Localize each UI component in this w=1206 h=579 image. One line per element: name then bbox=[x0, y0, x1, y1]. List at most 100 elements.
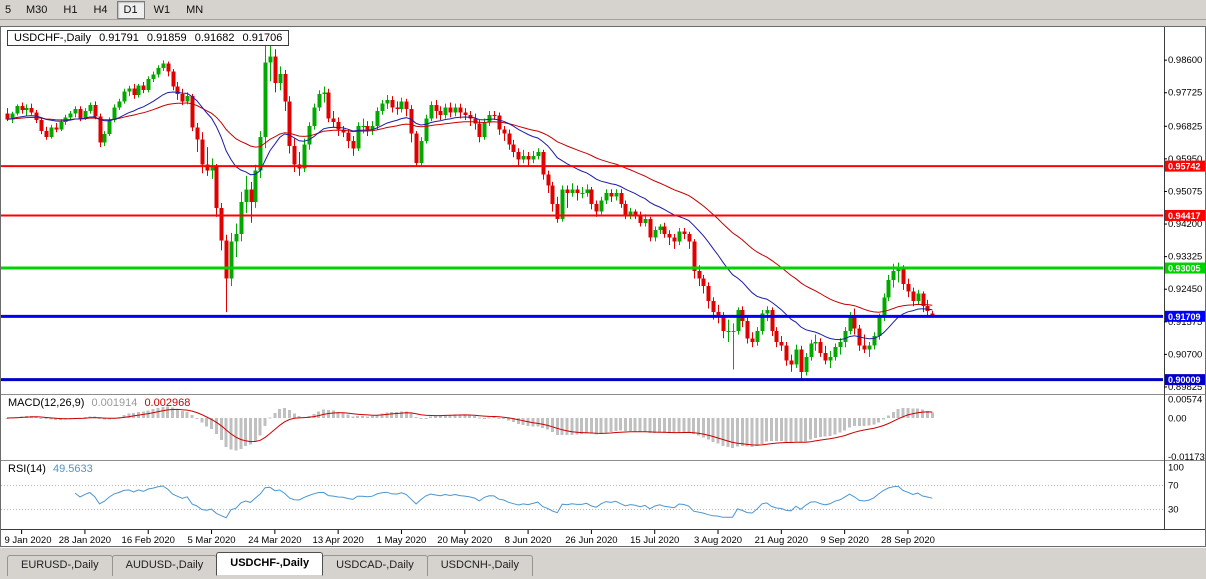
price-tag-0.95742 bbox=[1165, 160, 1205, 172]
rsi-axis-label: 100 bbox=[1168, 463, 1184, 474]
candle-down bbox=[701, 278, 706, 287]
ma-slow-line bbox=[6, 102, 933, 313]
ohlc-close: 0.91706 bbox=[242, 32, 283, 44]
price-tag-label: 0.95742 bbox=[1168, 162, 1201, 172]
macd-axis-label: 0.00 bbox=[1168, 413, 1187, 424]
chart-tab-bar: EURUSD-,Daily AUDUSD-,Daily USDCHF-,Daily U… bbox=[0, 547, 1206, 579]
candle-down bbox=[818, 341, 823, 354]
candle-down bbox=[687, 233, 692, 242]
candle-up bbox=[891, 271, 896, 281]
candle-up bbox=[882, 297, 887, 318]
candle-up bbox=[677, 231, 682, 242]
price-tag-label: 0.93005 bbox=[1168, 264, 1201, 274]
rsi-axis-label: 70 bbox=[1168, 481, 1179, 492]
candle-down bbox=[526, 155, 531, 160]
price-tag-0.90009 bbox=[1165, 374, 1205, 386]
date-label: 16 Feb 2020 bbox=[122, 535, 175, 546]
macd-signal-line bbox=[6, 408, 933, 446]
candle-up bbox=[161, 63, 166, 68]
candle-down bbox=[697, 271, 702, 279]
macd-axis-label: 0.00574 bbox=[1168, 395, 1202, 406]
candle-up bbox=[809, 343, 814, 357]
candle-down bbox=[511, 144, 516, 153]
candle-up bbox=[258, 137, 263, 171]
candle-up bbox=[443, 107, 448, 115]
candle-down bbox=[341, 129, 346, 133]
candle-down bbox=[706, 286, 711, 302]
candle-down bbox=[44, 131, 49, 138]
chart-tab-eurusd[interactable]: EURUSD-,Daily bbox=[7, 555, 113, 576]
candle-down bbox=[906, 283, 911, 292]
timeframe-button-5[interactable]: 5 bbox=[5, 3, 12, 16]
candle-up bbox=[424, 118, 429, 141]
candle-down bbox=[287, 101, 292, 147]
date-label: 20 May 2020 bbox=[437, 535, 492, 546]
candle-down bbox=[414, 133, 419, 164]
candle-down bbox=[541, 152, 546, 175]
price-chart-canvas[interactable]: 0.98600 0.97725 0.96825 0.95950 0.95075 0.942… bbox=[1, 27, 1205, 546]
timeframe-button-m30[interactable]: M30 bbox=[26, 3, 48, 16]
candle-up bbox=[49, 127, 54, 138]
candle-down bbox=[273, 56, 278, 83]
candle-down bbox=[682, 231, 687, 234]
candle-down bbox=[623, 204, 628, 216]
candle-up bbox=[312, 107, 317, 126]
candle-down bbox=[98, 116, 103, 143]
candle-down bbox=[390, 99, 395, 108]
horizontal-levels bbox=[1, 165, 1163, 382]
candle-down bbox=[716, 312, 721, 316]
timeframe-button-d1[interactable]: D1 bbox=[116, 0, 145, 19]
chart-tab-usdchf[interactable]: USDCHF-,Daily bbox=[216, 552, 324, 575]
price-label: 0.97725 bbox=[1168, 88, 1202, 99]
candle-up bbox=[848, 315, 853, 331]
candle-up bbox=[112, 107, 117, 120]
candle-down bbox=[468, 114, 473, 119]
date-label: 5 Mar 2020 bbox=[188, 535, 236, 546]
chart-tab-usdcnh[interactable]: USDCNH-,Daily bbox=[426, 555, 533, 576]
ohlc-high: 0.91859 bbox=[146, 32, 187, 44]
candle-up bbox=[560, 189, 565, 220]
ohlc-low: 0.91682 bbox=[194, 32, 235, 44]
price-tag-0.94417 bbox=[1165, 209, 1205, 221]
candle-up bbox=[24, 108, 29, 110]
candle-down bbox=[799, 349, 804, 372]
candle-down bbox=[29, 108, 34, 113]
candle-down bbox=[448, 107, 453, 113]
price-label: 0.98600 bbox=[1168, 55, 1202, 66]
macd-main-value: 0.001914 bbox=[91, 397, 138, 409]
candle-up bbox=[726, 330, 731, 332]
timeframe-button-mn[interactable]: MN bbox=[186, 3, 204, 16]
candle-down bbox=[175, 86, 180, 94]
candle-up bbox=[59, 122, 64, 130]
candle-down bbox=[409, 108, 414, 134]
candle-down bbox=[546, 174, 551, 186]
chart-window[interactable]: 0.98600 0.97725 0.96825 0.95950 0.95075 0.942… bbox=[0, 26, 1206, 547]
candle-up bbox=[453, 107, 458, 113]
price-label: 0.93325 bbox=[1168, 252, 1202, 263]
price-label: 0.96825 bbox=[1168, 121, 1202, 132]
timeframe-button-w1[interactable]: W1 bbox=[153, 3, 171, 16]
candle-down bbox=[166, 63, 171, 72]
ma-fast-line bbox=[6, 91, 933, 341]
timeframe-button-h1[interactable]: H1 bbox=[63, 3, 78, 16]
candle-down bbox=[180, 93, 185, 102]
candle-down bbox=[219, 207, 224, 241]
candle-up bbox=[828, 356, 833, 361]
candle-up bbox=[628, 211, 633, 216]
chart-tab-audusd[interactable]: AUDUSD-,Daily bbox=[111, 555, 218, 576]
candle-down bbox=[249, 189, 254, 202]
candle-up bbox=[886, 280, 891, 298]
candle-up bbox=[229, 241, 234, 279]
date-label: 9 Jan 2020 bbox=[4, 535, 51, 546]
date-axis: 9 Jan 2020 28 Jan 2020 16 Feb 2020 5 Mar 20… bbox=[4, 530, 935, 546]
candle-up bbox=[83, 111, 88, 119]
candle-up bbox=[419, 140, 424, 164]
candle-down bbox=[609, 192, 614, 197]
timeframe-button-h4[interactable]: H4 bbox=[93, 3, 108, 16]
candle-up bbox=[531, 155, 536, 160]
candle-down bbox=[901, 267, 906, 284]
chart-tab-usdcad[interactable]: USDCAD-,Daily bbox=[322, 555, 428, 576]
price-tag-label: 0.94417 bbox=[1168, 211, 1201, 221]
candle-up bbox=[239, 201, 244, 234]
candle-up bbox=[156, 67, 161, 75]
